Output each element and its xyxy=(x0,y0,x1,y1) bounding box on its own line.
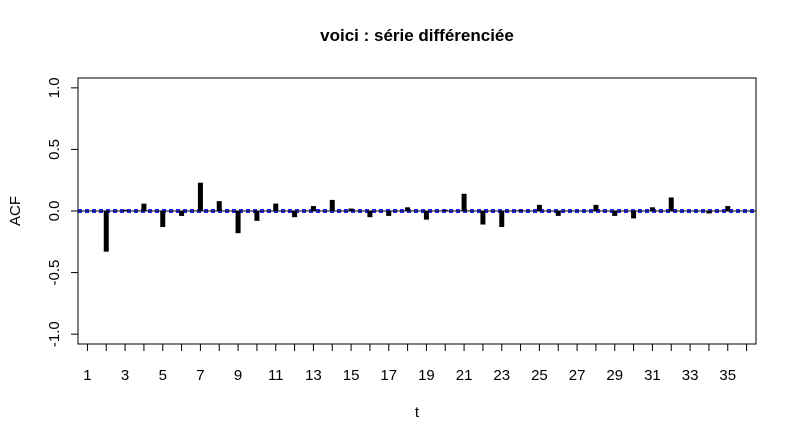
x-tick-label: 21 xyxy=(456,367,473,384)
x-tick-label: 19 xyxy=(418,367,435,384)
x-tick-label: 23 xyxy=(493,367,510,384)
y-axis-label: ACF xyxy=(7,196,24,226)
chart-title: voici : série différenciée xyxy=(320,26,514,45)
x-tick-label: 33 xyxy=(682,367,699,384)
y-tick-label: -1.0 xyxy=(46,321,63,347)
x-tick-label: 13 xyxy=(305,367,322,384)
y-tick-label: 1.0 xyxy=(46,77,63,98)
y-tick-label: 0.0 xyxy=(46,201,63,222)
y-tick-label: 0.5 xyxy=(46,139,63,160)
x-tick-label: 35 xyxy=(719,367,736,384)
x-tick-label: 25 xyxy=(531,367,548,384)
x-tick-label: 3 xyxy=(121,367,129,384)
x-axis: 1 3 5 7 9 11 13 15 17 19 21 23 25 27 29 31 33 35 xyxy=(83,343,748,384)
acf-bars xyxy=(103,182,731,252)
x-tick-label: 31 xyxy=(644,367,661,384)
x-tick-label: 5 xyxy=(159,367,167,384)
x-axis-label: t xyxy=(415,404,420,421)
x-tick-label: 1 xyxy=(83,367,91,384)
x-tick-label: 9 xyxy=(234,367,242,384)
x-tick-label: 27 xyxy=(569,367,586,384)
x-tick-label: 17 xyxy=(380,367,397,384)
confidence-band xyxy=(78,209,756,213)
x-tick-label: 15 xyxy=(343,367,360,384)
y-tick-label: -0.5 xyxy=(46,260,63,286)
x-tick-label: 11 xyxy=(268,367,284,384)
y-axis: -1.0 -0.5 0.0 0.5 1.0 xyxy=(46,77,79,347)
x-tick-label: 7 xyxy=(196,367,204,384)
x-tick-label: 29 xyxy=(606,367,623,384)
